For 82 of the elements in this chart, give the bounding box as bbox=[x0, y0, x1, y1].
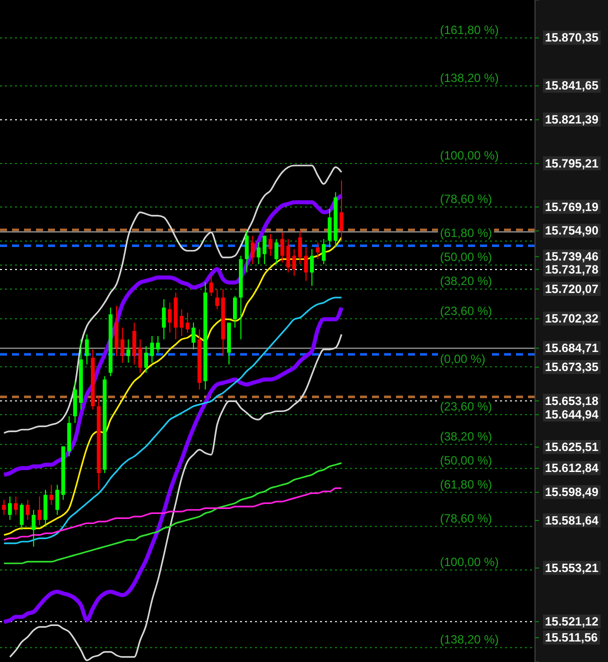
candlestick bbox=[292, 248, 296, 276]
annotation: (100,00 %) bbox=[440, 555, 499, 570]
annotation: (38,20 %) bbox=[440, 429, 492, 444]
candlestick bbox=[268, 234, 272, 256]
candlestick bbox=[322, 238, 326, 265]
candlestick bbox=[186, 312, 190, 334]
candlestick bbox=[298, 230, 302, 265]
annotation: (23,60 %) bbox=[440, 304, 492, 318]
y-tick-label: 15.720,07 bbox=[545, 282, 599, 296]
candlestick bbox=[304, 246, 308, 282]
annotation: (61,80 %) bbox=[440, 226, 492, 240]
candlestick bbox=[244, 230, 249, 273]
y-tick-label: 15.511,56 bbox=[545, 630, 598, 644]
y-tick-label: 15.731,78 bbox=[545, 262, 599, 276]
candlestick bbox=[215, 288, 220, 310]
candlestick bbox=[250, 235, 255, 265]
y-tick-label: 15.598,49 bbox=[545, 485, 599, 500]
y-tick-label: 15.553,21 bbox=[545, 560, 599, 575]
candlestick bbox=[150, 336, 154, 364]
candlestick bbox=[138, 338, 142, 374]
candlestick bbox=[120, 327, 124, 364]
annotation: (161,80 %) bbox=[440, 22, 499, 37]
y-tick-label: 15.821,39 bbox=[545, 112, 599, 127]
annotation: (138,20 %) bbox=[440, 70, 499, 85]
y-tick-label: 15.612,84 bbox=[545, 461, 599, 476]
candlestick bbox=[84, 334, 89, 365]
line-series bbox=[3, 236, 342, 536]
candlestick bbox=[192, 322, 196, 350]
candlestick bbox=[49, 484, 54, 506]
candlestick bbox=[2, 499, 6, 516]
candlestick bbox=[14, 496, 18, 516]
candlestick bbox=[55, 484, 60, 516]
y-tick-label: 15.739,46 bbox=[545, 250, 599, 264]
candlestick bbox=[32, 509, 36, 548]
y-tick-label: 15.795,21 bbox=[545, 156, 599, 170]
line-series bbox=[3, 487, 342, 541]
annotation: (78,60 %) bbox=[440, 192, 492, 206]
line-series bbox=[3, 164, 342, 434]
annotation: (50,00 %) bbox=[440, 250, 492, 264]
annotation: (38,20 %) bbox=[440, 274, 492, 288]
y-tick-label: 15.521,12 bbox=[545, 614, 599, 629]
line-series bbox=[3, 462, 342, 564]
candlestick bbox=[286, 238, 290, 273]
candlestick bbox=[316, 242, 320, 260]
y-tick-label: 15.581,64 bbox=[545, 513, 599, 528]
y-tick-label: 15.653,18 bbox=[545, 394, 599, 408]
candlestick bbox=[274, 238, 278, 265]
y-tick-label: 15.870,35 bbox=[545, 30, 599, 45]
candlestick bbox=[26, 499, 30, 520]
y-tick-label: 15.841,65 bbox=[545, 78, 599, 93]
annotation: (100,00 %) bbox=[440, 148, 499, 162]
candlestick bbox=[162, 298, 166, 340]
candlestick bbox=[262, 235, 266, 265]
annotation: (0,00 %) bbox=[440, 352, 486, 366]
candlestick bbox=[256, 242, 261, 265]
candlestick bbox=[340, 180, 344, 242]
line-series bbox=[9, 334, 342, 662]
candlestick bbox=[20, 502, 24, 530]
candlestick bbox=[233, 295, 237, 328]
line-series bbox=[2, 306, 344, 624]
candlestick bbox=[180, 308, 184, 337]
candlestick bbox=[209, 275, 214, 296]
y-tick-label: 15.769,19 bbox=[545, 200, 599, 214]
annotation: (61,80 %) bbox=[440, 477, 492, 492]
y-tick-label: 15.644,94 bbox=[545, 408, 599, 422]
candlestick bbox=[280, 232, 284, 263]
candlestick bbox=[38, 496, 42, 526]
annotation: (78,60 %) bbox=[440, 511, 492, 526]
y-tick-label: 15.625,51 bbox=[545, 440, 599, 454]
candlestick bbox=[310, 248, 314, 286]
y-tick-label: 15.673,35 bbox=[545, 360, 599, 374]
line-series bbox=[3, 296, 342, 544]
annotation: (23,60 %) bbox=[440, 400, 492, 414]
candlestick bbox=[126, 338, 130, 364]
candlestick bbox=[8, 496, 12, 520]
y-tick-label: 15.754,90 bbox=[545, 224, 599, 238]
candlestick bbox=[144, 346, 148, 374]
annotation: (50,00 %) bbox=[440, 453, 492, 468]
y-tick-label: 15.702,32 bbox=[545, 312, 599, 326]
annotation: (138,20 %) bbox=[440, 632, 499, 647]
candlestick bbox=[156, 336, 160, 354]
y-tick-label: 15.684,71 bbox=[545, 341, 599, 356]
